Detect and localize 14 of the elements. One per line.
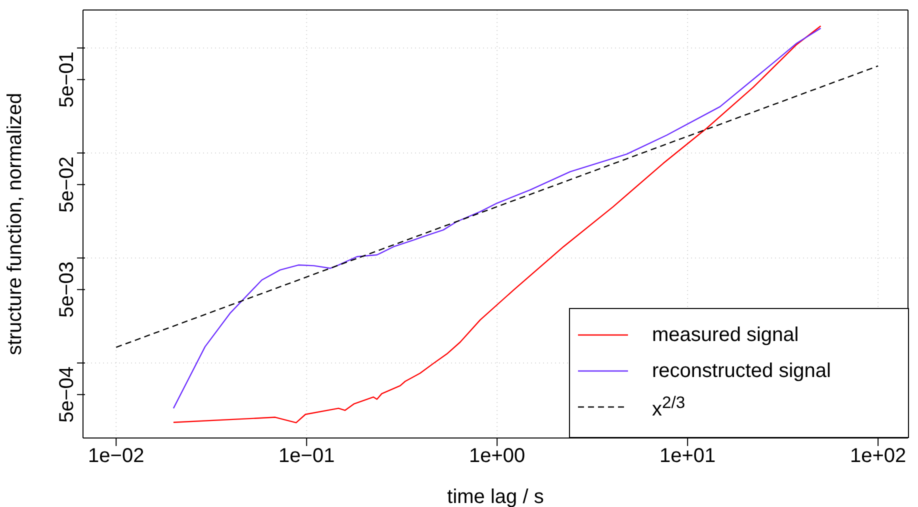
legend-label: reconstructed signal [652, 360, 831, 382]
x-tick-label: 1e+02 [850, 445, 906, 468]
y-tick-label: 5e−03 [56, 262, 78, 318]
x-tick-label: 1e−01 [278, 445, 335, 468]
x-tick-label: 1e+00 [469, 445, 526, 468]
y-axis-title: structure function, normalized [4, 92, 26, 356]
legend-label: x$^{2/3}$ [652, 392, 686, 422]
legend-label: measured signal [652, 324, 799, 346]
y-tick-label: 5e−02 [56, 156, 78, 213]
x-tick-label: 1e+01 [659, 445, 716, 468]
y-tick-label: 5e−04 [56, 366, 78, 423]
x-tick-label: 1e−02 [88, 445, 144, 468]
x-axis-title: time lag / s [447, 486, 544, 507]
y-tick-label: 5e−01 [56, 52, 78, 108]
